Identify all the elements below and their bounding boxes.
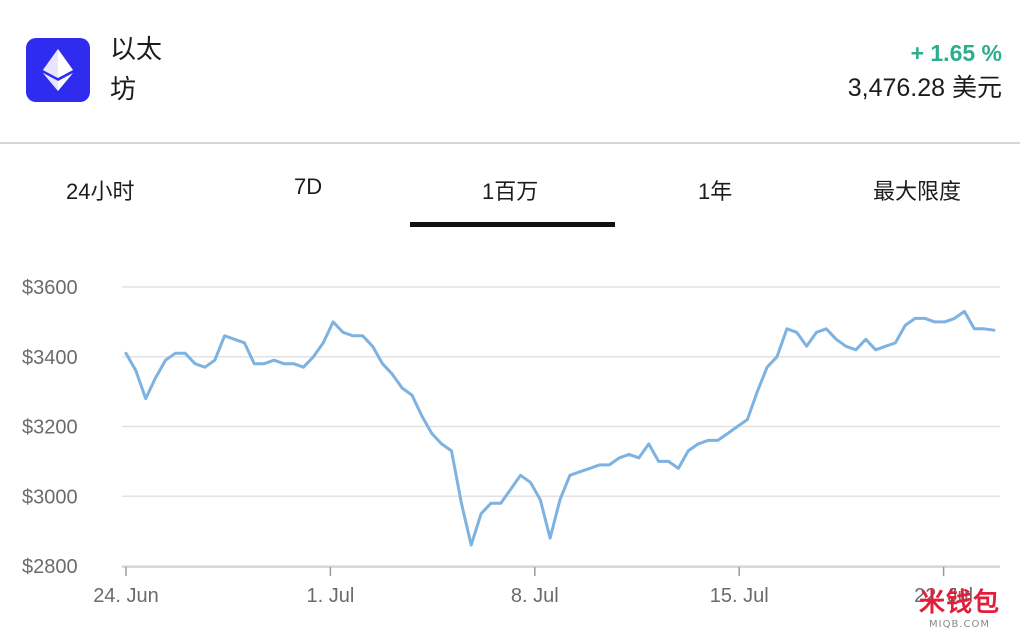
ethereum-logo <box>26 38 90 102</box>
tab-7d[interactable]: 7D <box>294 174 323 199</box>
y-tick-label: $3000 <box>22 486 78 508</box>
current-price: 3,476.28 美元 <box>847 74 1002 102</box>
y-tick-label: $3200 <box>22 417 78 439</box>
watermark-text: 米钱包 <box>918 588 1000 618</box>
coin-name: 以太坊 <box>110 35 163 105</box>
x-tick-label: 15. Jul <box>710 585 769 607</box>
tab-max[interactable]: 最大限度 <box>873 179 962 204</box>
x-tick-label: 22. Jul <box>914 585 973 607</box>
x-tick-label: 1. Jul <box>306 585 354 607</box>
y-tick-label: $3600 <box>22 277 78 299</box>
price-change: + 1.65 % <box>910 40 1002 66</box>
watermark-subtext: MIQB.COM <box>929 619 990 630</box>
x-tick-label: 24. Jun <box>93 585 159 607</box>
coin-header: 以太坊 + 1.65 % 3,476.28 美元 <box>0 0 1020 142</box>
ethereum-icon <box>43 49 73 91</box>
timeframe-tabs: 24小时 7D 1百万 1年 最大限度 <box>0 144 1020 230</box>
watermark: 米钱包 MIQB.COM <box>919 582 1000 630</box>
header-divider <box>0 142 1020 144</box>
x-tick-label: 8. Jul <box>511 585 559 607</box>
active-tab-indicator <box>410 222 615 227</box>
price-chart[interactable]: $3600 $3400 $3200 $3000 $2800 24. Jun 1. Jul 8… <box>0 250 1020 620</box>
tab-1m[interactable]: 1百万 <box>482 179 539 204</box>
tab-1y[interactable]: 1年 <box>698 179 733 204</box>
y-tick-label: $2800 <box>22 556 78 578</box>
y-tick-label: $3400 <box>22 347 78 369</box>
price-series-line <box>124 309 996 547</box>
tab-24h[interactable]: 24小时 <box>66 179 135 204</box>
